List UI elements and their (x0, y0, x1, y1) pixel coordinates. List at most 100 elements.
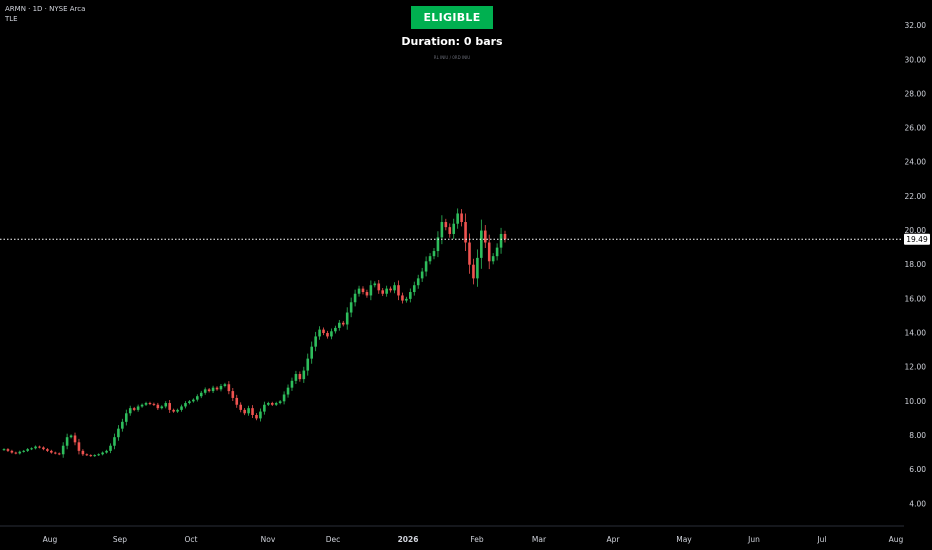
candle-body (377, 283, 381, 291)
candle-body (255, 414, 258, 419)
candle-body (472, 264, 475, 279)
candle-body (365, 292, 369, 296)
candle-body (14, 452, 18, 454)
candle-body (282, 394, 286, 402)
time-tick-label: Mar (532, 535, 547, 544)
time-tick-label: Apr (607, 535, 621, 544)
candle-body (77, 442, 81, 451)
time-tick-label: Jul (816, 535, 826, 544)
candle-body (452, 223, 456, 234)
candle-body (117, 428, 120, 438)
candle-body (109, 445, 112, 451)
candle-body (436, 237, 440, 252)
candle-body (73, 435, 77, 443)
candle-body (176, 409, 179, 412)
candle-body (412, 285, 416, 293)
candle-body (298, 374, 302, 380)
candle-body (278, 401, 282, 404)
price-tick-label: 30.00 (905, 55, 927, 64)
candle-body (345, 312, 349, 325)
candle-body (50, 450, 53, 453)
candle-body (444, 222, 448, 228)
candle-body (121, 421, 124, 429)
candle-body (259, 411, 262, 419)
candle-body (326, 333, 329, 337)
time-tick-label: Dec (326, 535, 341, 544)
candle-body (53, 452, 57, 454)
candle-body (156, 404, 160, 409)
candle-body (101, 452, 104, 455)
candle-body (247, 408, 250, 414)
candle-body (192, 399, 195, 402)
candle-body (393, 285, 396, 291)
candle-body (464, 222, 467, 243)
candle-body (227, 384, 231, 392)
candle-body (203, 389, 207, 393)
candle-body (113, 437, 116, 446)
candle-body (322, 329, 325, 334)
candle-body (286, 387, 290, 395)
price-tick-label: 26.00 (905, 124, 927, 133)
candle-body (46, 449, 49, 451)
time-tick-label: 2026 (398, 535, 419, 544)
candle-body (487, 242, 491, 262)
candle-body (30, 448, 33, 450)
candle-body (85, 454, 89, 456)
candle-body (172, 409, 175, 412)
time-tick-label: Sep (113, 535, 127, 544)
candle-body (503, 233, 507, 240)
time-tick-label: Feb (470, 535, 484, 544)
candle-body (389, 288, 392, 291)
candle-body (97, 454, 100, 456)
candle-body (361, 288, 365, 293)
candle-body (310, 346, 314, 359)
candle-body (302, 370, 306, 380)
candle-body (416, 278, 420, 286)
price-tick-label: 8.00 (909, 431, 926, 440)
candle-body (164, 403, 168, 407)
candle-body (369, 285, 373, 296)
candle-body (409, 292, 412, 299)
candle-body (373, 283, 377, 286)
candle-body (160, 406, 164, 409)
candle-body (132, 408, 136, 410)
candle-body (385, 288, 388, 294)
candle-body (184, 403, 187, 407)
candle-body (428, 256, 432, 262)
candle-body (195, 396, 199, 400)
candle-body (263, 404, 266, 412)
candle-body (251, 408, 254, 415)
candle-body (456, 213, 459, 224)
time-axis[interactable]: Aug Sep Oct Nov Dec 2026 Feb Mar Apr May Jun Jul Aug (43, 535, 904, 544)
candle-body (223, 384, 227, 386)
candle-body (424, 261, 428, 272)
duration-label: Duration: 0 bars (401, 35, 503, 48)
candle-body (65, 437, 69, 446)
candle-body (495, 247, 499, 257)
candle-body (61, 445, 65, 455)
candle-body (274, 403, 278, 405)
candle-body (432, 251, 436, 257)
price-tick-label: 22.00 (905, 192, 927, 201)
time-tick-label: Jun (747, 535, 760, 544)
candle-body (144, 403, 148, 405)
candle-body (420, 271, 424, 279)
candle-body (448, 227, 452, 234)
candle-body (353, 293, 357, 303)
candle-body (334, 327, 337, 332)
price-tick-label: 4.00 (909, 499, 926, 508)
candle-body (491, 256, 495, 262)
candle-body (10, 450, 14, 453)
candle-body (152, 403, 156, 405)
price-axis[interactable]: 32.00 30.00 28.00 26.00 24.00 22.00 20.00 18.00… (905, 21, 927, 508)
indicator-label: TLE (5, 15, 18, 23)
candle-body (460, 213, 463, 223)
candle-body (341, 322, 345, 325)
price-tick-label: 20.00 (905, 226, 927, 235)
price-tick-label: 24.00 (905, 158, 927, 167)
candle-body (480, 230, 483, 258)
price-tick-label: 10.00 (905, 397, 927, 406)
price-tick-label: 18.00 (905, 260, 927, 269)
time-tick-label: Nov (261, 535, 276, 544)
